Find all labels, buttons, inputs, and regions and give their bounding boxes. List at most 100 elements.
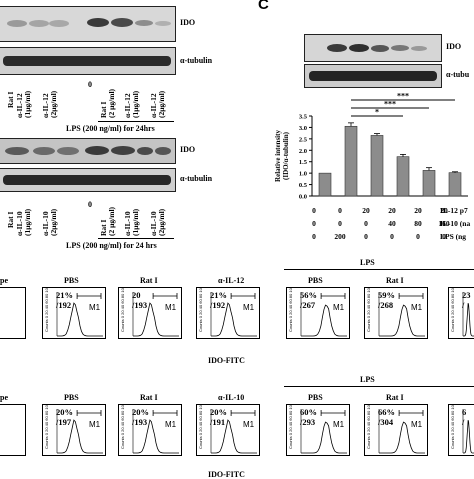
blot-ido-top <box>0 6 176 42</box>
bar <box>370 135 384 197</box>
histogram-panel: Counts 0 20 40 60 80 100 M1 <box>196 287 260 339</box>
lane-label: α-IL-12 (2μg/ml) <box>149 90 166 118</box>
histogram-panel: Counts 0 20 40 60 80 100 M1 <box>42 287 106 339</box>
lane-label: α-IL-10 (2μg/ml) <box>41 208 58 236</box>
counts-axis-label: Counts 0 20 40 60 80 100 <box>198 288 203 332</box>
table-cell: 0 <box>442 232 446 241</box>
histogram-panel: Counts 0 20 40 60 80 100 M1 <box>364 287 428 339</box>
table-cell: 20 <box>388 206 396 215</box>
lps-bracket-top <box>98 121 174 122</box>
lps-caption-top: LPS (200 ng/ml) for 24hrs <box>66 124 155 133</box>
histogram-panel: Counts 0 20 40 60 80 100 M1 <box>118 404 182 456</box>
table-cell: 0 <box>338 219 342 228</box>
histogram-curve <box>463 419 474 454</box>
table-cell: 0 <box>312 206 316 215</box>
lane-label-zero: 0 <box>88 200 92 209</box>
flow-xlabel-row2: IDO-FITC <box>208 470 245 479</box>
lane-label: α-IL-12 (2μg/ml) <box>41 90 58 118</box>
bar <box>318 172 332 197</box>
histogram-title: PBS <box>64 393 79 402</box>
histogram-panel: Counts 0 20 40 60 80 100 M1 <box>118 287 182 339</box>
partial-label-row2: pe <box>0 393 8 402</box>
table-cell: 20 <box>440 206 448 215</box>
blot-tubulin-top <box>0 47 176 75</box>
gate-bracket <box>230 410 256 416</box>
gate-bracket <box>320 410 346 416</box>
histogram-title: PBS <box>64 276 79 285</box>
counts-axis-label: Counts 0 20 40 60 80 100 <box>120 405 125 449</box>
lane-label: α-IL-10 (1μg/ml) <box>15 208 32 236</box>
histogram-plot: Counts 0 20 40 60 80 100 M1 <box>366 288 425 337</box>
histogram-plot: Counts 0 20 40 60 80 100 M1 <box>44 288 103 337</box>
gate-label: M1 <box>165 303 177 312</box>
blot-label-ido-bottom: IDO <box>180 145 196 154</box>
histogram-plot: Counts 0 20 40 60 80 100 <box>450 405 474 454</box>
histogram-title: α-IL-12 <box>218 276 245 285</box>
gate-bracket <box>398 293 424 299</box>
counts-axis-label: Counts 0 20 40 60 80 100 <box>288 405 293 449</box>
histogram-plot: Counts 0 20 40 60 80 100 M1 <box>198 405 257 454</box>
lane-label: Rat I (2 μg/ml) <box>99 206 116 236</box>
bar-chart: 0.0 0.5 1.0 1.5 2.0 2.5 3.0 3.5 Relative intensi… <box>274 92 468 201</box>
partial-label-row1: pe <box>0 276 8 285</box>
gate-bracket <box>398 410 424 416</box>
histogram-curve <box>57 419 103 454</box>
counts-axis-label: Counts 0 20 40 60 80 100 <box>120 288 125 332</box>
lane-label: Rat I <box>6 211 15 228</box>
y-axis-label: (IDO/α-tubulin) <box>282 131 290 180</box>
blot-label-ido-top: IDO <box>180 18 196 27</box>
y-tick-label: 3.5 <box>299 114 308 121</box>
lps-caption-bottom: LPS (200 ng/ml) for 24 hrs <box>66 241 157 250</box>
bar <box>396 156 410 197</box>
counts-axis-label: Counts 0 20 40 60 80 100 <box>288 288 293 332</box>
gate-label: M1 <box>243 303 255 312</box>
histogram-plot: Counts 0 20 40 60 80 100 M1 <box>120 405 179 454</box>
gate-label: M1 <box>165 420 177 429</box>
significance-label: *** <box>384 100 396 109</box>
y-tick-label: 2.5 <box>299 136 308 143</box>
counts-axis-label: Counts 0 20 40 60 80 100 <box>450 405 455 449</box>
histogram-panel: Counts 0 20 40 60 80 100 M1 <box>42 404 106 456</box>
table-cell: 160 <box>438 219 450 228</box>
histogram-panel: Counts 0 20 40 60 80 100 M1 <box>196 404 260 456</box>
table-cell: 0 <box>338 206 342 215</box>
lps-group-line-row1 <box>284 269 474 270</box>
histogram-title: Rat I <box>140 276 158 285</box>
lane-label: α-IL-10 (2μg/ml) <box>149 208 166 236</box>
gate-label: M1 <box>333 420 345 429</box>
histogram-partial-row1 <box>0 287 26 339</box>
panel-c-label: C <box>258 0 269 13</box>
counts-axis-label: Counts 0 20 40 60 80 100 <box>44 405 49 449</box>
histogram-curve <box>133 419 179 454</box>
table-cell: 0 <box>390 232 394 241</box>
table-cell: 40 <box>388 219 396 228</box>
histogram-panel: Counts 0 20 40 60 80 100 M1 <box>286 287 350 339</box>
histogram-title: Rat I <box>386 276 404 285</box>
gate-bracket <box>152 410 178 416</box>
histogram-stats: 66%/304 <box>378 407 395 427</box>
histogram-stats: 56%/267 <box>300 290 317 310</box>
histogram-plot: Counts 0 20 40 60 80 100 M1 <box>44 405 103 454</box>
table-row-label: LPS (ng <box>440 232 467 241</box>
gate-bracket <box>76 293 102 299</box>
blot-tubulin-bottom <box>0 168 176 192</box>
table-cell: 80 <box>414 219 422 228</box>
histogram-curve <box>463 302 474 337</box>
histogram-title: α-IL-10 <box>218 393 245 402</box>
histogram-title: Rat I <box>386 393 404 402</box>
gate-label: M1 <box>411 420 423 429</box>
histogram-curve <box>211 419 257 454</box>
y-axis-label: Relative intensity <box>274 130 282 182</box>
lps-group-header-row2: LPS <box>360 375 375 384</box>
lane-label: α-IL-12 (1μg/ml) <box>15 90 32 118</box>
blot-c-ido <box>304 34 442 62</box>
blot-label-tubulin-bottom: α-tubulin <box>180 174 213 183</box>
histogram-curve <box>211 302 257 337</box>
histogram-curve <box>301 421 347 454</box>
gate-bracket <box>320 293 346 299</box>
bar <box>344 125 358 197</box>
lps-group-line-row2 <box>284 386 474 387</box>
gate-label: M1 <box>333 303 345 312</box>
table-cell: 200 <box>334 232 346 241</box>
y-tick-label: 3.0 <box>299 125 307 132</box>
